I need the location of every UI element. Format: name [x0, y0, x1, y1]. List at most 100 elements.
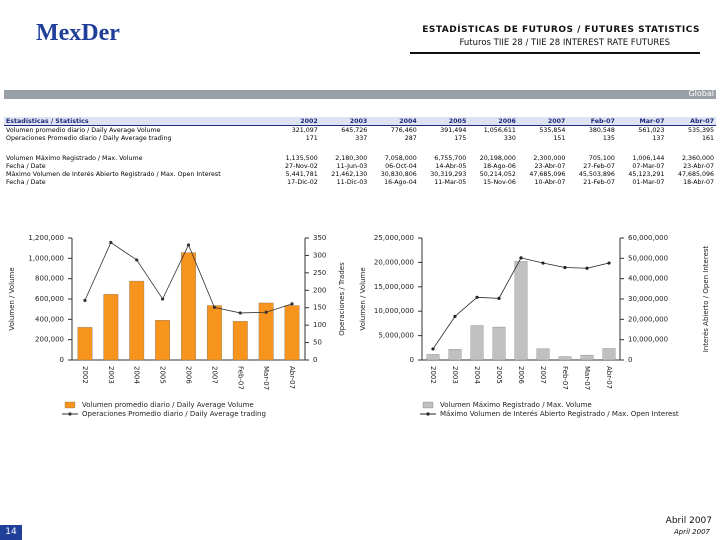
table-header: Estadísticas / Statistics 2002 2003 2004 200…	[4, 117, 716, 126]
bar	[181, 252, 196, 361]
table-cell: 11-Mar-05	[434, 178, 467, 186]
table-cell: Operaciones Promedio diario / Daily Aver…	[6, 134, 172, 142]
table-cell: 01-Mar-07	[632, 178, 665, 186]
logo: MexDer	[36, 20, 120, 46]
bar	[206, 305, 222, 361]
table-cell: 705,100	[588, 154, 615, 162]
x-tick-label: Mar-07	[583, 366, 591, 390]
bar	[492, 326, 506, 361]
table-cell: 45,123,291	[628, 170, 665, 178]
tick-label: 40,000,000	[628, 275, 668, 283]
table-cell: 1,056,611	[483, 126, 516, 134]
marker	[431, 347, 435, 351]
marker	[264, 310, 268, 314]
bar	[155, 320, 171, 361]
table-cell: 27-Feb-07	[583, 162, 615, 170]
marker	[519, 256, 523, 260]
table-cell: 14-Abr-05	[435, 162, 467, 170]
x-tick-label: Feb-07	[236, 366, 244, 390]
bar	[129, 280, 145, 361]
header-cell: Feb-07	[567, 117, 617, 126]
marker	[161, 297, 165, 301]
marker	[238, 311, 242, 315]
legend-swatch	[64, 401, 76, 409]
legend-label: Volumen promedio diario / Daily Average …	[82, 401, 254, 409]
x-tick-label: 2002	[429, 366, 437, 384]
marker	[83, 298, 87, 302]
bar	[602, 348, 616, 361]
table-cell: 2,180,300	[335, 154, 368, 162]
table-cell: 6,755,700	[434, 154, 467, 162]
tick-label: 300	[313, 251, 326, 259]
legend-marker	[68, 412, 72, 416]
table-cell: 17-Dic-02	[287, 178, 318, 186]
marker	[186, 243, 191, 247]
marker	[585, 266, 589, 270]
bar	[580, 354, 594, 361]
tick-label: 50	[313, 339, 322, 347]
table-cell: 645,726	[341, 126, 368, 134]
header-cell: 2005	[418, 117, 469, 126]
tick-label: 150	[313, 304, 326, 312]
table-cell: 11-Jun-03	[336, 162, 368, 170]
table-cell: 330	[503, 134, 516, 142]
table-cell: 7,058,000	[384, 154, 417, 162]
table-cell: 06-Oct-04	[385, 162, 417, 170]
table-cell: 2,300,000	[533, 154, 566, 162]
table-cell: 391,494	[440, 126, 467, 134]
table-cell: 10-Abr-07	[534, 178, 566, 186]
table-cell: 380,548	[588, 126, 615, 134]
tick-label: 200	[313, 286, 326, 294]
x-tick-label: 2005	[495, 366, 503, 384]
table-cell: 171	[305, 134, 318, 142]
table-cell: Fecha / Date	[6, 162, 46, 170]
marker	[497, 296, 501, 300]
x-tick-label: 2004	[133, 366, 141, 384]
tick-label: 250	[313, 269, 326, 277]
x-tick-label: Abr-07	[288, 366, 296, 389]
bar	[426, 354, 440, 361]
table-cell: 23-Abr-07	[534, 162, 566, 170]
marker	[290, 302, 294, 306]
legend-marker	[426, 412, 430, 416]
marker	[212, 305, 216, 309]
table-cell: 30,319,293	[430, 170, 467, 178]
x-tick-label: 2004	[473, 366, 481, 384]
tick-label: 30,000,000	[628, 295, 668, 303]
rule	[410, 52, 700, 54]
bar	[77, 327, 93, 361]
tick-label: 5,000,000	[378, 332, 414, 340]
table-cell: Fecha / Date	[6, 178, 46, 186]
table-row: Operaciones Promedio diario / Daily Aver…	[4, 134, 716, 142]
bar	[536, 348, 550, 361]
table-cell: 1,135,500	[285, 154, 318, 162]
tick-label: 1,200,000	[28, 234, 64, 242]
page-number: 14	[0, 525, 22, 540]
table-cell: 321,097	[291, 126, 318, 134]
table-row: Volumen Máximo Registrado / Max. Volume 1…	[4, 142, 716, 162]
marker	[453, 314, 457, 318]
header-cell: Mar-07	[616, 117, 667, 126]
stats-table: Estadísticas / Statistics 2002 2003 2004 200…	[4, 117, 716, 186]
table-cell: 535,395	[687, 126, 714, 134]
x-tick-label: 2007	[210, 366, 218, 384]
table-cell: 21,462,130	[331, 170, 368, 178]
marker	[475, 295, 479, 299]
table-cell: 18-Ago-06	[483, 162, 516, 170]
table-cell: 16-Ago-04	[384, 178, 417, 186]
marker	[109, 240, 113, 245]
tag: Global	[688, 89, 714, 98]
table-cell: 47,685,096	[529, 170, 566, 178]
table-row: Máximo Volumen de Interés Abierto Regist…	[4, 170, 716, 178]
x-tick-label: 2003	[107, 366, 115, 384]
header-cell: 2007	[517, 117, 568, 126]
table-row: Fecha / Date 17-Dic-02 11-Dic-03 16-Ago-04 1…	[4, 178, 716, 186]
tick-label: 1,000,000	[28, 254, 64, 262]
table-cell: 161	[701, 134, 714, 142]
header-cell: Abr-07	[666, 117, 716, 126]
table-cell: 18-Abr-07	[683, 178, 714, 186]
table-cell: 2,360,000	[681, 154, 714, 162]
x-tick-label: 2002	[81, 366, 89, 384]
